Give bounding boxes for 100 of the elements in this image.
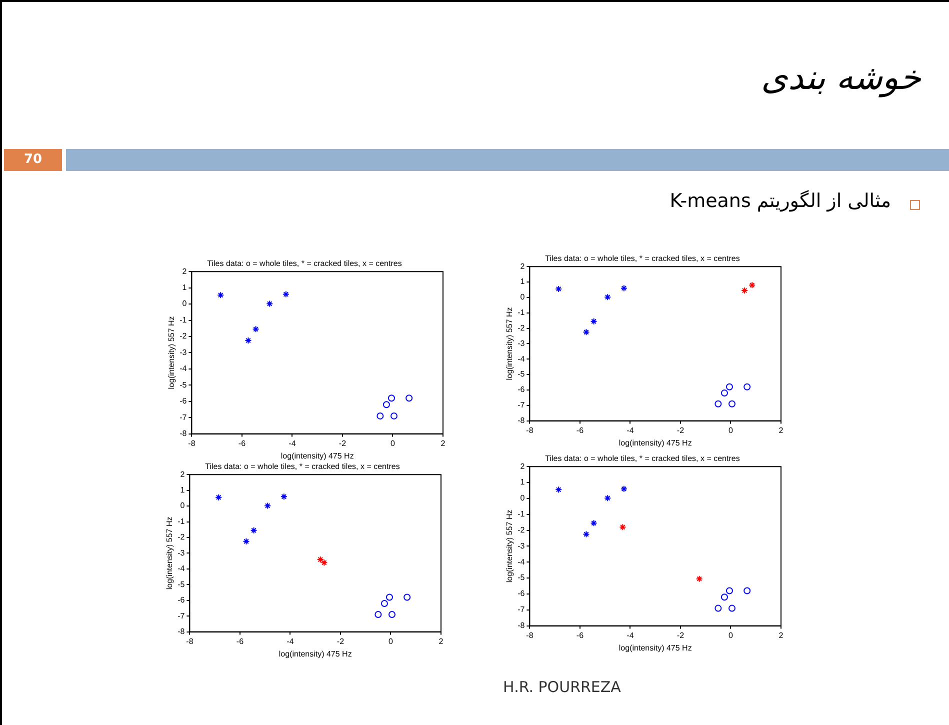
- y-tick-label: -3: [178, 548, 186, 558]
- x-tick-label: 2: [438, 636, 444, 646]
- x-axis-title: log(intensity) 475 Hz: [618, 438, 692, 448]
- point: [590, 318, 598, 325]
- y-tick-label: -4: [178, 564, 186, 574]
- point: [404, 594, 411, 601]
- y-tick-label: -7: [518, 400, 526, 410]
- y-tick-label: -1: [518, 308, 526, 318]
- x-tick-label: -6: [576, 426, 584, 435]
- y-tick-label: -2: [178, 532, 186, 542]
- y-tick-label: -5: [518, 370, 526, 379]
- chart-title: Tiles data: o = whole tiles, * = cracked tiles, x = centres: [207, 259, 402, 268]
- y-tick-label: -5: [178, 580, 186, 589]
- y-tick-label: -7: [518, 605, 526, 614]
- point: [215, 494, 222, 501]
- point: [728, 400, 736, 408]
- text: مثالی از الگوریتم K-means: [670, 190, 891, 212]
- y-tick-label: -5: [518, 573, 526, 582]
- point: [555, 486, 562, 494]
- x-tick-label: -2: [338, 438, 347, 448]
- y-tick-label: -3: [518, 338, 526, 348]
- y-tick-label: -1: [178, 516, 186, 526]
- chart-title: Tiles data: o = whole tiles, * = cracked tiles, x = centres: [545, 454, 740, 464]
- y-tick-label: 1: [180, 486, 186, 495]
- point: [386, 594, 393, 601]
- y-tick-label: 2: [520, 462, 526, 471]
- point: [380, 600, 388, 608]
- point: [604, 294, 612, 301]
- point: [374, 611, 382, 618]
- y-axis-title: log(intensity) 557 Hz: [505, 307, 514, 380]
- point: [620, 485, 628, 492]
- x-tick-label: -8: [188, 438, 196, 448]
- text: 70: [4, 149, 62, 171]
- point: [748, 282, 756, 289]
- point: [280, 493, 288, 500]
- y-tick-label: -7: [178, 611, 186, 620]
- x-tick-label: 0: [388, 636, 394, 646]
- point: [382, 401, 390, 408]
- y-tick-label: -1: [518, 510, 526, 519]
- y-tick-label: -6: [178, 596, 186, 605]
- point: [714, 604, 722, 612]
- chart-title: Tiles data: o = whole tiles, * = cracked tiles, x = centres: [545, 254, 740, 264]
- point: [590, 520, 598, 527]
- point: [217, 292, 224, 299]
- point: [726, 383, 733, 390]
- point: [282, 290, 290, 298]
- x-axis-title: log(intensity) 475 Hz: [618, 643, 692, 652]
- point: [741, 287, 748, 294]
- y-axis-title: log(intensity) 557 Hz: [167, 316, 176, 390]
- y-tick-label: -2: [518, 525, 526, 534]
- point: [720, 390, 728, 397]
- y-axis-title: log(intensity) 557 Hz: [165, 516, 174, 590]
- point: [406, 394, 413, 402]
- y-tick-label: 2: [520, 262, 526, 271]
- y-tick-label: -4: [180, 364, 188, 374]
- y-tick-label: -7: [180, 412, 188, 422]
- point: [604, 494, 612, 502]
- point: [619, 524, 626, 531]
- y-tick-label: -4: [518, 557, 526, 566]
- y-tick-label: -3: [180, 348, 188, 357]
- y-tick-label: 2: [180, 470, 186, 479]
- point: [388, 611, 396, 618]
- x-tick-label: 2: [778, 426, 784, 435]
- y-tick-label: 1: [182, 283, 188, 292]
- y-tick-label: -6: [518, 385, 526, 394]
- x-axis-title: log(intensity) 475 Hz: [280, 451, 354, 460]
- point: [720, 594, 728, 601]
- y-tick-label: -2: [518, 323, 526, 332]
- point: [264, 502, 272, 510]
- y-tick-label: 1: [520, 277, 526, 286]
- x-tick-label: -6: [238, 438, 246, 448]
- point: [728, 604, 736, 612]
- point: [242, 538, 250, 545]
- x-tick-label: 2: [440, 438, 446, 448]
- point: [582, 328, 590, 336]
- x-tick-label: -4: [626, 630, 634, 640]
- point: [252, 326, 260, 333]
- y-tick-label: -8: [518, 621, 526, 630]
- x-tick-label: -4: [626, 426, 634, 435]
- text: H.R. POURREZA: [502, 678, 622, 696]
- y-tick-label: 0: [182, 299, 188, 308]
- x-tick-label: -6: [236, 636, 244, 646]
- x-tick-label: -4: [286, 636, 294, 646]
- y-tick-label: 0: [520, 292, 526, 302]
- point: [376, 412, 384, 420]
- y-tick-label: -8: [518, 416, 526, 426]
- point: [714, 400, 722, 408]
- y-tick-label: 0: [180, 501, 186, 510]
- point: [555, 285, 562, 292]
- x-tick-label: 0: [390, 438, 396, 448]
- y-tick-label: 2: [182, 266, 188, 276]
- y-tick-label: -6: [180, 396, 188, 406]
- point: [316, 556, 324, 563]
- chart-title: Tiles data: o = whole tiles, * = cracked tiles, x = centres: [205, 462, 400, 472]
- y-tick-label: -6: [518, 589, 526, 598]
- point: [620, 284, 628, 292]
- x-tick-label: -4: [288, 438, 296, 448]
- point: [266, 300, 274, 308]
- point: [582, 530, 590, 538]
- y-tick-label: 0: [520, 494, 526, 503]
